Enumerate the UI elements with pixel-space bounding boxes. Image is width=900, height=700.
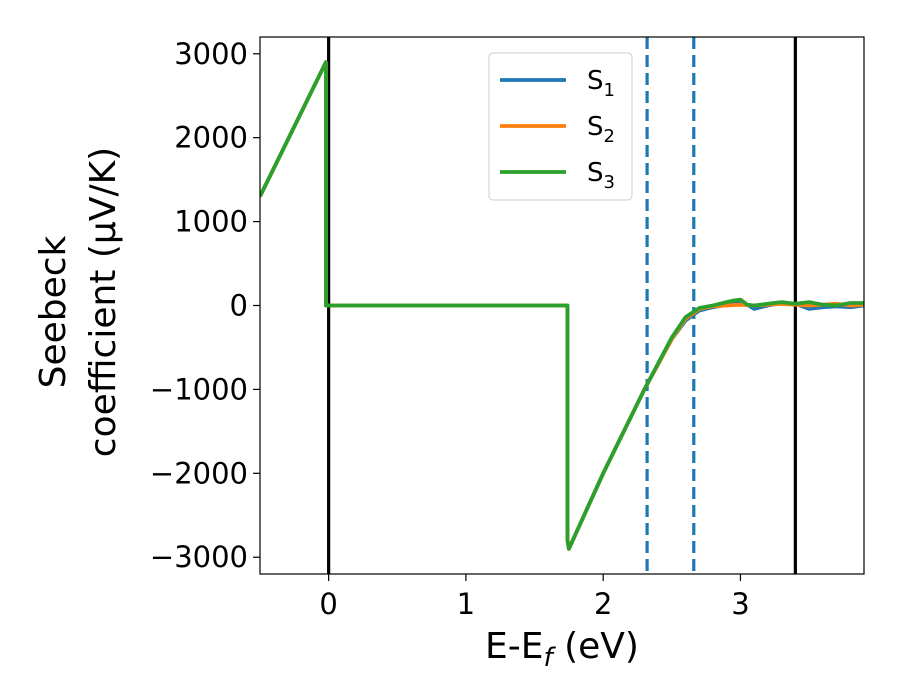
x-tick-label: 0: [319, 587, 337, 621]
y-axis-label-line1: Seebeck: [33, 235, 74, 388]
x-tick-label: 3: [731, 587, 749, 621]
y-tick-label: 3000: [174, 37, 248, 71]
y-axis-ticks: 3000 2000 1000 0 −1000 −2000 −3000: [150, 37, 260, 574]
legend-label-S2: S2: [587, 112, 615, 147]
y-tick-label: 0: [230, 289, 248, 323]
x-axis-ticks: 0 1 2 3: [319, 574, 750, 621]
y-tick-label: −3000: [150, 540, 248, 574]
legend-label-S1: S1: [587, 66, 615, 101]
y-tick-label: 1000: [174, 205, 248, 239]
x-tick-label: 2: [594, 587, 612, 621]
legend-entries: S1 S2 S3: [500, 66, 615, 193]
series-lines: [260, 60, 864, 551]
y-tick-label: 2000: [174, 121, 248, 155]
y-axis-label: Seebeck coefficient (μV/K): [33, 147, 124, 457]
y-tick-label: −1000: [150, 372, 248, 406]
legend-label-S3: S3: [587, 158, 615, 193]
y-tick-label: −2000: [150, 456, 248, 490]
series-line-S3: [260, 60, 864, 551]
legend: S1 S2 S3: [488, 52, 633, 201]
y-axis-label-line2: coefficient (μV/K): [83, 147, 124, 457]
x-axis-label-rest: (eV): [553, 626, 639, 667]
x-tick-label: 1: [457, 587, 475, 621]
x-axis-label: E-Ef (eV): [485, 626, 639, 673]
x-axis-label-main: E-E: [485, 626, 543, 667]
